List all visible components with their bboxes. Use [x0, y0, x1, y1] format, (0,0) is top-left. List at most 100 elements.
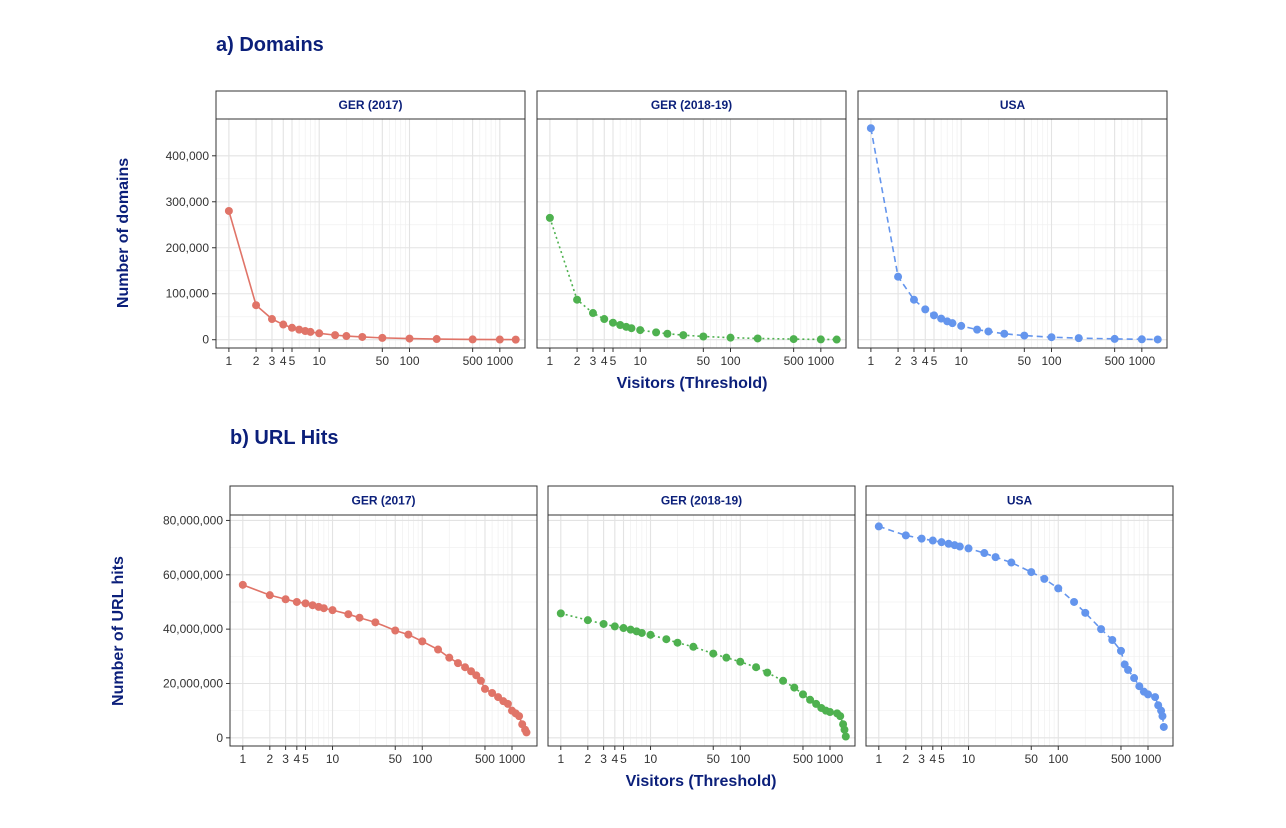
x-axis-title-url-hits: Visitors (Threshold) — [626, 773, 777, 790]
x-tick-label: 2 — [895, 354, 902, 368]
data-point — [600, 315, 609, 324]
data-point — [1137, 335, 1146, 344]
y-axis-title-domains: Number of domains — [115, 158, 132, 308]
data-point — [722, 653, 731, 662]
data-point — [866, 124, 875, 133]
data-point — [503, 699, 512, 708]
data-point — [937, 538, 946, 547]
x-tick-label: 1000 — [486, 354, 513, 368]
plot-background — [548, 515, 855, 746]
data-point — [1097, 625, 1106, 634]
x-tick-label: 2 — [584, 752, 591, 766]
data-point — [909, 295, 918, 304]
x-tick-label: 3 — [918, 752, 925, 766]
y-tick-label: 400,000 — [166, 149, 210, 163]
data-point — [1158, 712, 1167, 721]
strip-background — [229, 485, 538, 516]
data-point — [306, 327, 315, 336]
x-tick-label: 2 — [574, 354, 581, 368]
x-tick-label: 100 — [720, 354, 740, 368]
x-tick-label: 1 — [239, 752, 246, 766]
data-point — [736, 657, 745, 666]
data-point — [663, 329, 672, 338]
x-tick-label: 500 — [475, 752, 495, 766]
data-point — [1027, 568, 1036, 577]
x-tick-label: 100 — [412, 752, 432, 766]
data-point — [328, 606, 337, 615]
data-point — [405, 334, 414, 343]
x-tick-label: 1000 — [1135, 752, 1162, 766]
data-point — [832, 335, 841, 344]
strip-label: GER (2017) — [338, 98, 402, 112]
data-point — [1054, 584, 1063, 593]
y-axis-title-url-hits: Number of URL hits — [110, 556, 127, 706]
data-point — [679, 331, 688, 340]
x-tick-label: 10 — [644, 752, 658, 766]
strip-label: GER (2018-19) — [661, 494, 742, 508]
x-tick-label: 2 — [253, 354, 260, 368]
data-point — [588, 309, 597, 318]
data-point — [480, 684, 489, 693]
data-point — [673, 638, 682, 647]
data-point — [1070, 597, 1079, 606]
strip-background — [547, 485, 856, 516]
x-tick-label: 5 — [620, 752, 627, 766]
x-tick-label: 3 — [911, 354, 918, 368]
x-tick-label: 5 — [610, 354, 617, 368]
x-tick-label: 5 — [931, 354, 938, 368]
x-tick-label: 10 — [313, 354, 327, 368]
data-point — [798, 690, 807, 699]
data-point — [515, 712, 524, 721]
data-point — [238, 580, 247, 589]
data-point — [894, 272, 903, 281]
data-point — [964, 544, 973, 553]
data-point — [432, 335, 441, 344]
data-point — [609, 318, 618, 327]
data-point — [726, 333, 735, 342]
plot-background — [537, 119, 846, 348]
data-point — [308, 601, 317, 610]
data-point — [445, 653, 454, 662]
data-point — [265, 591, 274, 600]
data-point — [957, 321, 966, 330]
data-point — [224, 206, 233, 215]
strip-label: USA — [1000, 98, 1026, 112]
data-point — [991, 553, 1000, 562]
x-tick-label: 2 — [902, 752, 909, 766]
x-tick-label: 1 — [226, 354, 233, 368]
data-point — [545, 213, 554, 222]
data-point — [391, 626, 400, 635]
x-tick-label: 1 — [868, 354, 875, 368]
data-point — [610, 622, 619, 631]
x-tick-label: 50 — [389, 752, 403, 766]
data-point — [1108, 636, 1117, 645]
data-point — [816, 335, 825, 344]
data-point — [1151, 693, 1160, 702]
data-point — [461, 663, 470, 672]
panel-1-1: GER (2018-19) 1 2 3 4 5 10 50 100 500 1000 — [547, 485, 856, 766]
plot-background — [858, 119, 1167, 348]
x-tick-label: 10 — [326, 752, 340, 766]
plot-background — [230, 515, 537, 746]
data-point — [1143, 690, 1152, 699]
x-tick-label: 10 — [634, 354, 648, 368]
data-point — [1000, 329, 1009, 338]
data-point — [626, 625, 635, 634]
x-tick-label: 1 — [557, 752, 564, 766]
panel-0-2: USA 1 2 3 4 5 10 50 100 500 1000 — [857, 90, 1168, 368]
data-point — [404, 630, 413, 639]
x-tick-label: 500 — [1111, 752, 1131, 766]
y-tick-label: 300,000 — [166, 195, 210, 209]
data-point — [1110, 334, 1119, 343]
y-tick-label: 40,000,000 — [163, 622, 223, 636]
data-point — [371, 618, 380, 627]
plot-background — [866, 515, 1173, 746]
data-point — [840, 725, 849, 734]
x-axis-title-domains: Visitors (Threshold) — [617, 375, 768, 392]
strip-background — [215, 90, 526, 120]
data-point — [1074, 334, 1083, 343]
data-point — [279, 320, 288, 329]
series-line — [549, 217, 837, 341]
data-point — [315, 329, 324, 338]
